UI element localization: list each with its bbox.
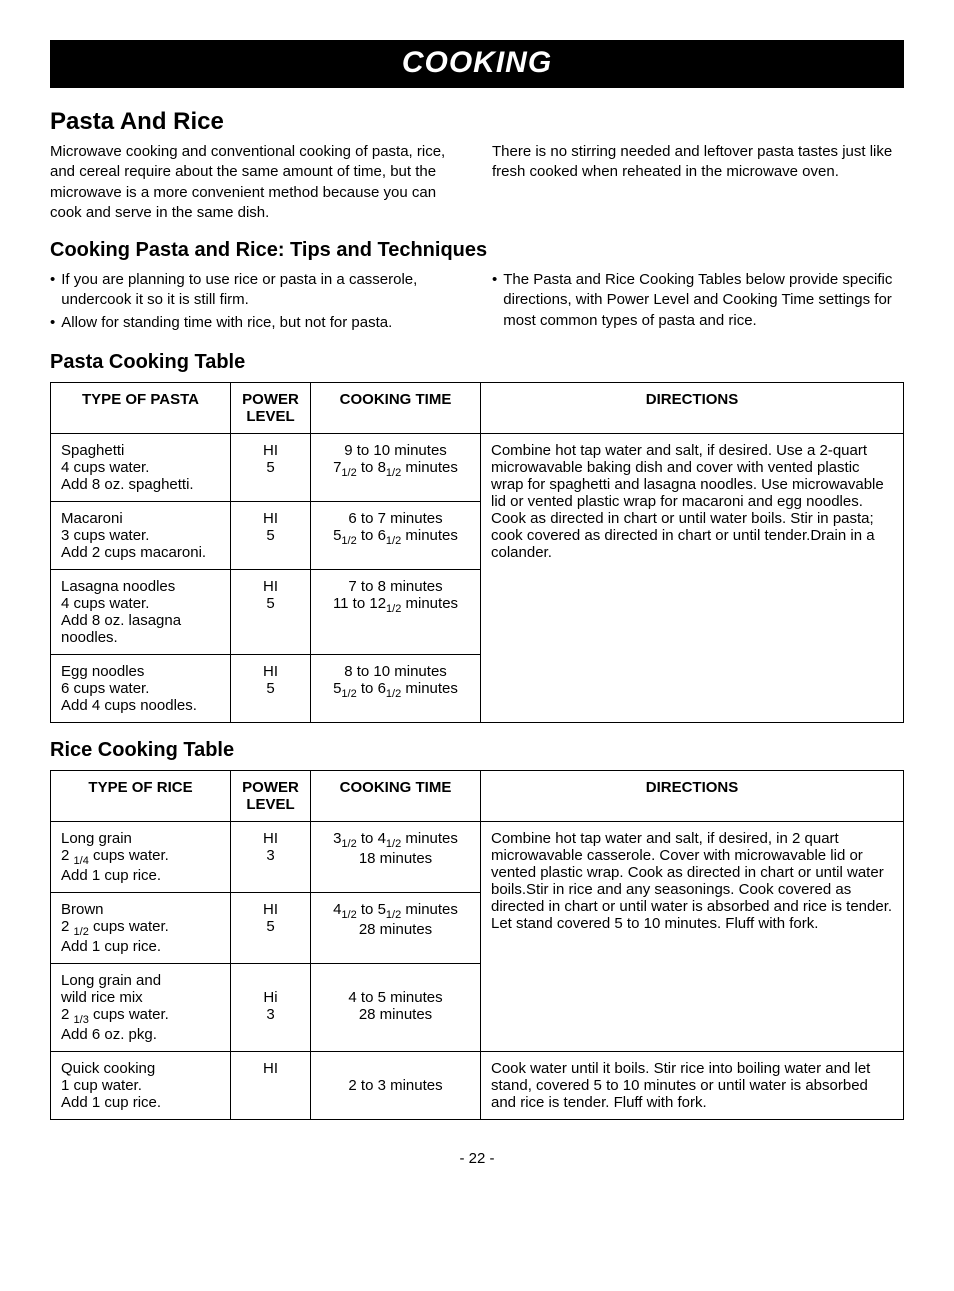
table-header-row: TYPE OF RICE POWER LEVEL COOKING TIME DI… xyxy=(51,770,904,821)
cell-type: Egg noodles6 cups water.Add 4 cups noodl… xyxy=(51,654,231,722)
bullet-icon: • xyxy=(492,270,497,331)
cell-time: 2 to 3 minutes xyxy=(311,1051,481,1119)
cell-type: Long grain andwild rice mix2 1/3 cups wa… xyxy=(51,963,231,1051)
cell-type: Brown2 1/2 cups water.Add 1 cup rice. xyxy=(51,892,231,963)
bullet-icon: • xyxy=(50,313,55,333)
table-row: Spaghetti4 cups water.Add 8 oz. spaghett… xyxy=(51,433,904,501)
cell-power: HI5 xyxy=(231,501,311,569)
cell-type: Macaroni3 cups water.Add 2 cups macaroni… xyxy=(51,501,231,569)
header-directions: DIRECTIONS xyxy=(481,382,904,433)
intro-left: Microwave cooking and conventional cooki… xyxy=(50,142,462,223)
bullet-icon: • xyxy=(50,270,55,311)
cell-type: Quick cooking1 cup water.Add 1 cup rice. xyxy=(51,1051,231,1119)
cell-directions: Combine hot tap water and salt, if desir… xyxy=(481,433,904,722)
cell-directions: Cook water until it boils. Stir rice int… xyxy=(481,1051,904,1119)
rice-table-title: Rice Cooking Table xyxy=(50,739,904,762)
header-time: COOKING TIME xyxy=(311,770,481,821)
tip-item: • Allow for standing time with rice, but … xyxy=(50,313,462,333)
cell-directions: Combine hot tap water and salt, if desir… xyxy=(481,821,904,1051)
cell-type: Spaghetti4 cups water.Add 8 oz. spaghett… xyxy=(51,433,231,501)
cell-power: HI5 xyxy=(231,433,311,501)
cell-time: 9 to 10 minutes71/2 to 81/2 minutes xyxy=(311,433,481,501)
cell-time: 4 to 5 minutes28 minutes xyxy=(311,963,481,1051)
tip-text: The Pasta and Rice Cooking Tables below … xyxy=(503,270,904,331)
header-type: TYPE OF PASTA xyxy=(51,382,231,433)
header-directions: DIRECTIONS xyxy=(481,770,904,821)
tip-text: Allow for standing time with rice, but n… xyxy=(61,313,392,333)
table-header-row: TYPE OF PASTA POWER LEVEL COOKING TIME D… xyxy=(51,382,904,433)
cell-power: HI xyxy=(231,1051,311,1119)
tips-left: •If you are planning to use rice or past… xyxy=(50,270,462,335)
header-time: COOKING TIME xyxy=(311,382,481,433)
cell-power: HI3 xyxy=(231,821,311,892)
header-type: TYPE OF RICE xyxy=(51,770,231,821)
section-title: Pasta And Rice xyxy=(50,108,904,136)
page-number: - 22 - xyxy=(50,1150,904,1167)
tip-item: •The Pasta and Rice Cooking Tables below… xyxy=(492,270,904,331)
table-row: Long grain2 1/4 cups water.Add 1 cup ric… xyxy=(51,821,904,892)
header-power: POWER LEVEL xyxy=(231,382,311,433)
table-row: Quick cooking1 cup water.Add 1 cup rice.… xyxy=(51,1051,904,1119)
cell-power: HI5 xyxy=(231,654,311,722)
cell-time: 31/2 to 41/2 minutes18 minutes xyxy=(311,821,481,892)
tip-text: If you are planning to use rice or pasta… xyxy=(61,270,462,311)
section-banner: COOKING xyxy=(50,40,904,88)
header-power: POWER LEVEL xyxy=(231,770,311,821)
pasta-table-title: Pasta Cooking Table xyxy=(50,351,904,374)
cell-time: 7 to 8 minutes11 to 121/2 minutes xyxy=(311,569,481,654)
cell-time: 6 to 7 minutes51/2 to 61/2 minutes xyxy=(311,501,481,569)
cell-time: 8 to 10 minutes51/2 to 61/2 minutes xyxy=(311,654,481,722)
tips-title: Cooking Pasta and Rice: Tips and Techniq… xyxy=(50,239,904,262)
cell-type: Lasagna noodles4 cups water.Add 8 oz. la… xyxy=(51,569,231,654)
cell-power: HI5 xyxy=(231,892,311,963)
intro-columns: Microwave cooking and conventional cooki… xyxy=(50,142,904,223)
tips-columns: •If you are planning to use rice or past… xyxy=(50,270,904,335)
tip-item: •If you are planning to use rice or past… xyxy=(50,270,462,311)
rice-table: TYPE OF RICE POWER LEVEL COOKING TIME DI… xyxy=(50,770,904,1120)
tips-right: •The Pasta and Rice Cooking Tables below… xyxy=(492,270,904,335)
pasta-table: TYPE OF PASTA POWER LEVEL COOKING TIME D… xyxy=(50,382,904,723)
cell-time: 41/2 to 51/2 minutes28 minutes xyxy=(311,892,481,963)
intro-right: There is no stirring needed and leftover… xyxy=(492,142,904,223)
cell-power: Hi3 xyxy=(231,963,311,1051)
cell-power: HI5 xyxy=(231,569,311,654)
cell-type: Long grain2 1/4 cups water.Add 1 cup ric… xyxy=(51,821,231,892)
